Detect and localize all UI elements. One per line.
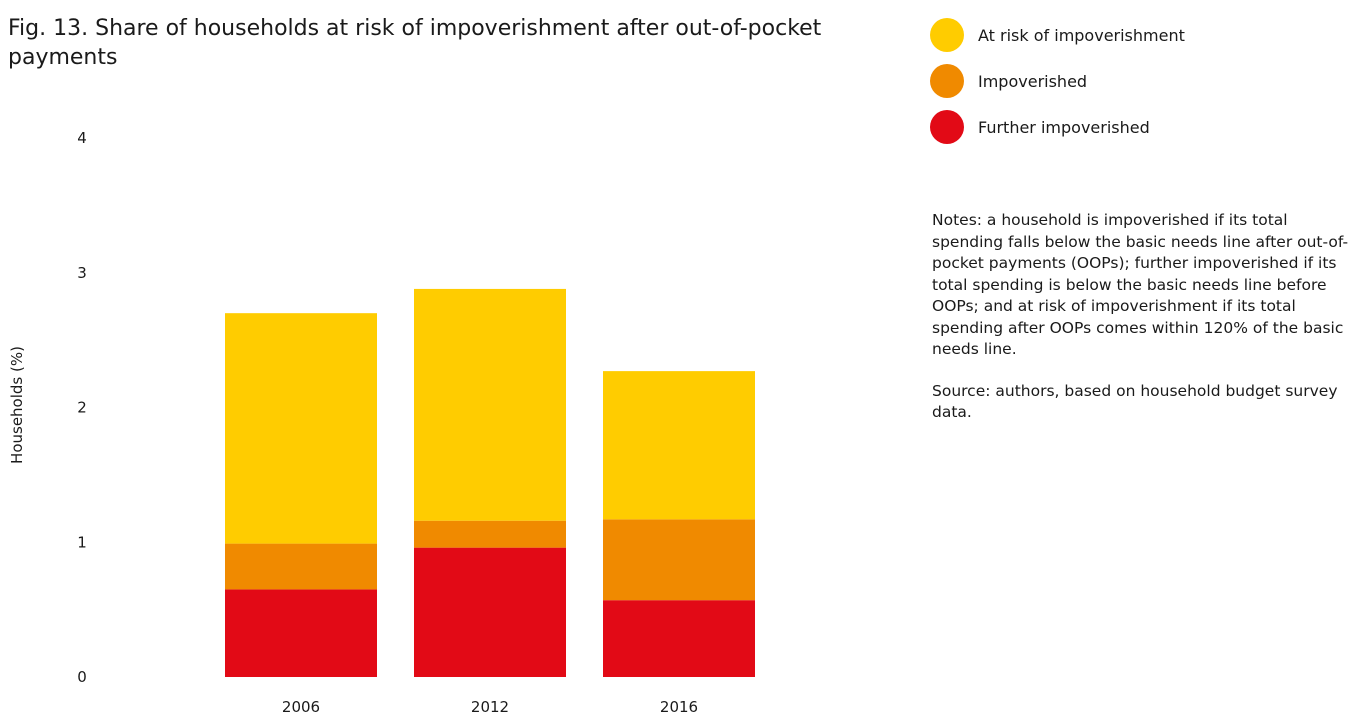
legend-label: At risk of impoverishment — [978, 25, 1185, 45]
legend-label: Impoverished — [978, 71, 1088, 91]
notes-panel: Notes: a household is impoverished if it… — [932, 210, 1357, 444]
x-tick-label: 2006 — [282, 698, 320, 716]
bar-segment — [414, 547, 566, 677]
bars — [225, 288, 755, 677]
x-axis: 2006 2012 2016 — [282, 698, 698, 716]
legend-label: Further impoverished — [978, 117, 1150, 137]
legend-swatch — [930, 18, 964, 52]
legend-swatch — [930, 64, 964, 98]
legend-item: Further impoverished — [930, 110, 1185, 144]
legend: At risk of impoverishment Impoverished Fur… — [930, 18, 1185, 156]
stacked-bar-chart: 0 1 2 3 4 2006 2012 2016 Households (%) — [8, 129, 755, 716]
legend-swatch — [930, 110, 964, 144]
bar-segment — [603, 519, 755, 601]
source-text: Source: authors, based on household budg… — [932, 381, 1338, 422]
x-tick-label: 2016 — [660, 698, 698, 716]
notes-text: Notes: a household is impoverished if it… — [932, 211, 1349, 358]
y-axis-label: Households (%) — [8, 346, 26, 464]
y-axis: 0 1 2 3 4 — [77, 129, 87, 686]
chart-title: Fig. 13. Share of households at risk of … — [8, 16, 822, 70]
y-tick-label: 4 — [77, 129, 87, 147]
legend-item: At risk of impoverishment — [930, 18, 1185, 52]
y-tick-label: 0 — [77, 668, 87, 686]
legend-item: Impoverished — [930, 64, 1185, 98]
y-tick-label: 1 — [77, 533, 87, 551]
y-tick-label: 3 — [77, 264, 87, 282]
bar-segment — [603, 371, 755, 520]
bar-segment — [414, 288, 566, 521]
bar-segment — [225, 313, 377, 544]
bar-segment — [225, 543, 377, 590]
bar-segment — [603, 600, 755, 677]
x-tick-label: 2012 — [471, 698, 509, 716]
bar-segment — [414, 520, 566, 548]
bar-segment — [225, 589, 377, 677]
y-tick-label: 2 — [77, 399, 87, 417]
